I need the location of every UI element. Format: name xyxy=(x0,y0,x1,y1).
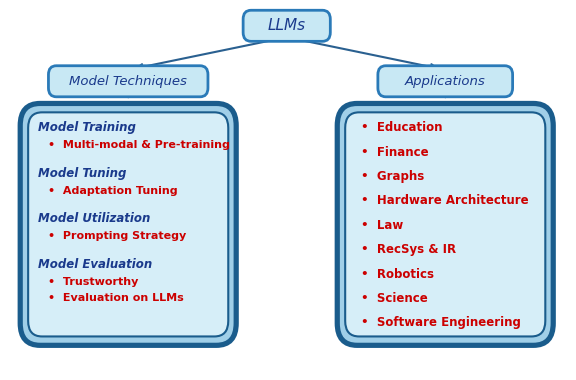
Text: Model Evaluation: Model Evaluation xyxy=(38,258,152,271)
Text: •  Science: • Science xyxy=(361,292,428,305)
Text: •  Robotics: • Robotics xyxy=(361,268,434,281)
FancyBboxPatch shape xyxy=(28,112,228,336)
Text: Model Training: Model Training xyxy=(38,121,136,134)
Text: Model Tuning: Model Tuning xyxy=(38,167,126,180)
Text: Model Techniques: Model Techniques xyxy=(69,75,187,88)
Text: •  Evaluation on LLMs: • Evaluation on LLMs xyxy=(48,293,184,303)
Text: •  Software Engineering: • Software Engineering xyxy=(361,317,521,329)
Text: •  Education: • Education xyxy=(361,121,442,134)
Text: •  Prompting Strategy: • Prompting Strategy xyxy=(48,231,186,241)
Text: Applications: Applications xyxy=(405,75,486,88)
Text: •  RecSys & IR: • RecSys & IR xyxy=(361,243,456,256)
FancyBboxPatch shape xyxy=(345,112,545,336)
Text: •  Multi-modal & Pre-training: • Multi-modal & Pre-training xyxy=(48,140,230,150)
FancyBboxPatch shape xyxy=(20,103,236,345)
FancyBboxPatch shape xyxy=(378,66,513,97)
Text: •  Graphs: • Graphs xyxy=(361,170,425,183)
FancyBboxPatch shape xyxy=(243,10,330,41)
Text: •  Law: • Law xyxy=(361,219,403,232)
FancyBboxPatch shape xyxy=(48,66,208,97)
Text: •  Adaptation Tuning: • Adaptation Tuning xyxy=(48,185,177,196)
Text: •  Trustworthy: • Trustworthy xyxy=(48,277,138,287)
Text: •  Hardware Architecture: • Hardware Architecture xyxy=(361,195,529,207)
Text: LLMs: LLMs xyxy=(268,18,306,33)
Text: Model Utilization: Model Utilization xyxy=(38,212,150,225)
Text: •  Finance: • Finance xyxy=(361,146,429,158)
FancyBboxPatch shape xyxy=(338,103,553,345)
